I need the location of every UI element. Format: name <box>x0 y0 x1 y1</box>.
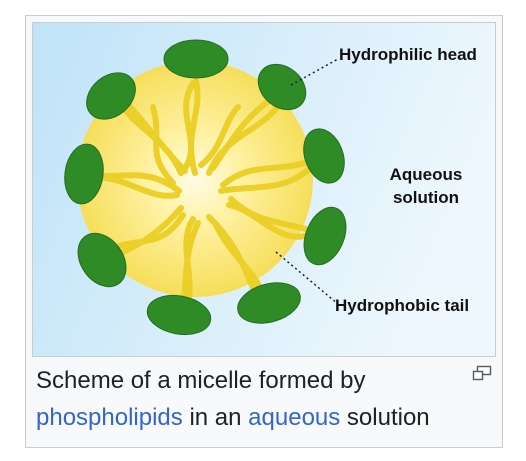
label-hydrophobic-tail: Hydrophobic tail <box>335 296 469 315</box>
thumbnail-frame: Hydrophilic head Aqueous solution Hydrop… <box>25 15 503 448</box>
magnify-clip-icon[interactable] <box>472 365 492 381</box>
hydrophilic-heads <box>64 39 347 336</box>
link-phospholipids[interactable]: phospholipids <box>36 404 183 431</box>
label-aqueous: Aqueous <box>390 165 463 184</box>
hydrophilic-head <box>64 143 104 205</box>
hydrophilic-head <box>303 206 347 266</box>
hydrophilic-head <box>257 63 307 111</box>
link-aqueous[interactable]: aqueous <box>248 404 341 431</box>
leader-lines <box>275 58 339 305</box>
hydrophilic-head <box>163 39 229 79</box>
hydrophilic-head <box>146 294 212 336</box>
caption-text: solution <box>340 404 430 431</box>
label-hydrophilic-head: Hydrophilic head <box>339 45 477 64</box>
caption-text: Scheme of a micelle formed by <box>36 367 366 394</box>
hydrophilic-head <box>303 128 345 184</box>
hydrophilic-head <box>86 72 136 120</box>
hydrophilic-head <box>77 232 127 288</box>
label-solution: solution <box>393 188 459 207</box>
hydrophilic-head <box>237 282 301 324</box>
figure-caption: Scheme of a micelle formed by phospholip… <box>36 362 466 436</box>
diagram-labels: Hydrophilic head Aqueous solution Hydrop… <box>335 45 477 315</box>
caption-text: in an <box>182 404 249 431</box>
micelle-diagram[interactable]: Hydrophilic head Aqueous solution Hydrop… <box>32 22 496 357</box>
